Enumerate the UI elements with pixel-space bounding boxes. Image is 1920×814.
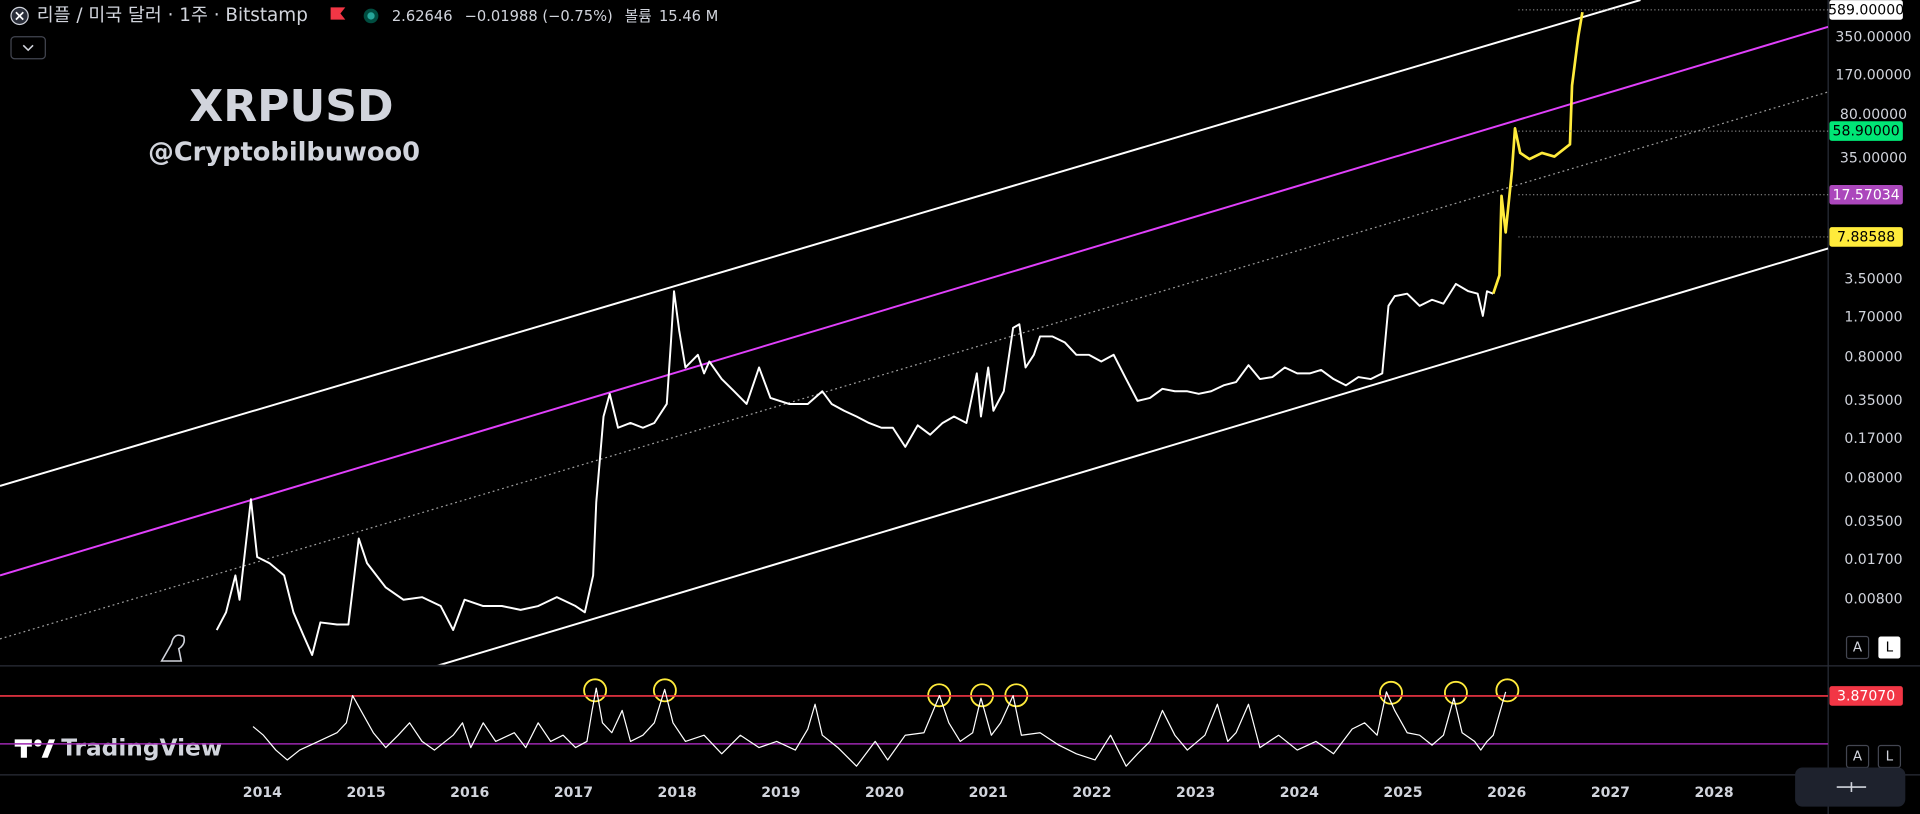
pane — [0, 0, 1829, 665]
annotation-circle — [583, 678, 608, 703]
x-tick-label: 2026 — [1487, 785, 1526, 801]
price-level-tag — [1829, 0, 1903, 20]
flag-icon[interactable] — [330, 7, 346, 20]
y-tick-label: 0.35000 — [1844, 393, 1902, 409]
chart-subtitle: @Cryptobilbuwoo0 — [148, 138, 420, 168]
pane — [0, 687, 1829, 767]
annotation-circle — [1379, 680, 1403, 705]
y-tick-label: 0.03500 — [1844, 514, 1902, 530]
y-tick-label: 0.01700 — [1844, 552, 1902, 568]
price-level-tag — [1829, 227, 1903, 247]
price-level-label: 58.90000 — [1833, 124, 1900, 140]
volume-label: 볼륨 — [625, 8, 652, 25]
price-level-tag — [1829, 121, 1903, 141]
y-tick-label: 0.00800 — [1844, 592, 1902, 608]
x-tick-label: 2016 — [450, 785, 489, 801]
price-level-tag — [1829, 184, 1903, 205]
x-tick-label: 2022 — [1072, 785, 1111, 801]
x-tick-label: 2027 — [1591, 785, 1630, 801]
price-level-label: 17.57034 — [1833, 187, 1900, 203]
button-label: A — [1853, 641, 1863, 656]
status-dot — [367, 12, 375, 20]
annotation-circle — [652, 678, 677, 703]
replay-icon — [1836, 782, 1867, 792]
y-tick-label: 0.17000 — [1844, 431, 1902, 447]
x-tick-label: 2018 — [658, 785, 697, 801]
x-tick-label: 2019 — [761, 785, 800, 801]
collapse-icon — [22, 44, 34, 52]
logo-mark — [34, 739, 42, 747]
button-label: A — [1853, 749, 1863, 764]
y-tick-label: 1.70000 — [1844, 310, 1902, 326]
button-label: L — [1886, 641, 1894, 656]
header-values: 2.62646 −0.01988 (−0.75%) 볼륨 15.46 M — [392, 8, 719, 25]
mascot-icon — [160, 634, 186, 662]
annotation-circle — [1495, 678, 1520, 703]
annotation-circle — [1443, 680, 1468, 705]
price-line — [1491, 11, 1584, 295]
trend-line — [0, 0, 1641, 487]
y-tick-label: 0.80000 — [1844, 349, 1902, 365]
trend-line — [0, 25, 1829, 577]
trend-line — [437, 247, 1829, 665]
collapse-button[interactable] — [10, 36, 46, 60]
button-label: L — [1886, 749, 1894, 764]
price-level-label: 7.88588 — [1837, 230, 1895, 246]
x-tick-label: 2023 — [1176, 785, 1215, 801]
y-tick-label: 0.08000 — [1844, 471, 1902, 487]
symbol-name[interactable]: 리플 / 미국 달러 · 1주 · Bitstamp — [37, 5, 308, 26]
x-tick-label: 2028 — [1695, 785, 1734, 801]
level-label: 3.87070 — [1837, 689, 1895, 705]
x-tick-label: 2025 — [1383, 785, 1422, 801]
level-tag — [1829, 686, 1903, 706]
price: 2.62646 — [392, 8, 453, 25]
brand-name: TradingView — [61, 735, 222, 762]
y-tick-label: 170.00000 — [1835, 67, 1911, 83]
auto-scale-button[interactable] — [1845, 635, 1870, 660]
x-tick-label: 2014 — [243, 785, 282, 801]
plot-layer: 350.00000 170.00000 80.00000 35.00000 3.5000… — [0, 0, 1912, 801]
price-line — [215, 282, 1494, 656]
x-tick-label: 2021 — [969, 785, 1008, 801]
tradingview-logo[interactable]: TradingView — [14, 735, 223, 762]
chart-title: XRPUSD — [189, 81, 393, 132]
price-change: −0.01988 (−0.75%) — [465, 8, 613, 25]
x-tick-label: 2020 — [865, 785, 904, 801]
price-line — [252, 687, 1507, 767]
x-tick-label: 2015 — [346, 785, 385, 801]
volume: 15.46 M — [659, 8, 718, 25]
log-scale-button[interactable] — [1878, 636, 1901, 659]
y-tick-label: 3.50000 — [1844, 272, 1902, 288]
y-tick-label: 80.00000 — [1840, 107, 1907, 123]
price-level-label: 589.00000 — [1828, 3, 1904, 19]
symbol-icon-mark — [15, 11, 24, 21]
y-tick-label: 35.00000 — [1840, 150, 1907, 166]
y-tick-label: 350.00000 — [1835, 29, 1911, 45]
x-tick-label: 2024 — [1280, 785, 1319, 801]
x-tick-label: 2017 — [554, 785, 593, 801]
